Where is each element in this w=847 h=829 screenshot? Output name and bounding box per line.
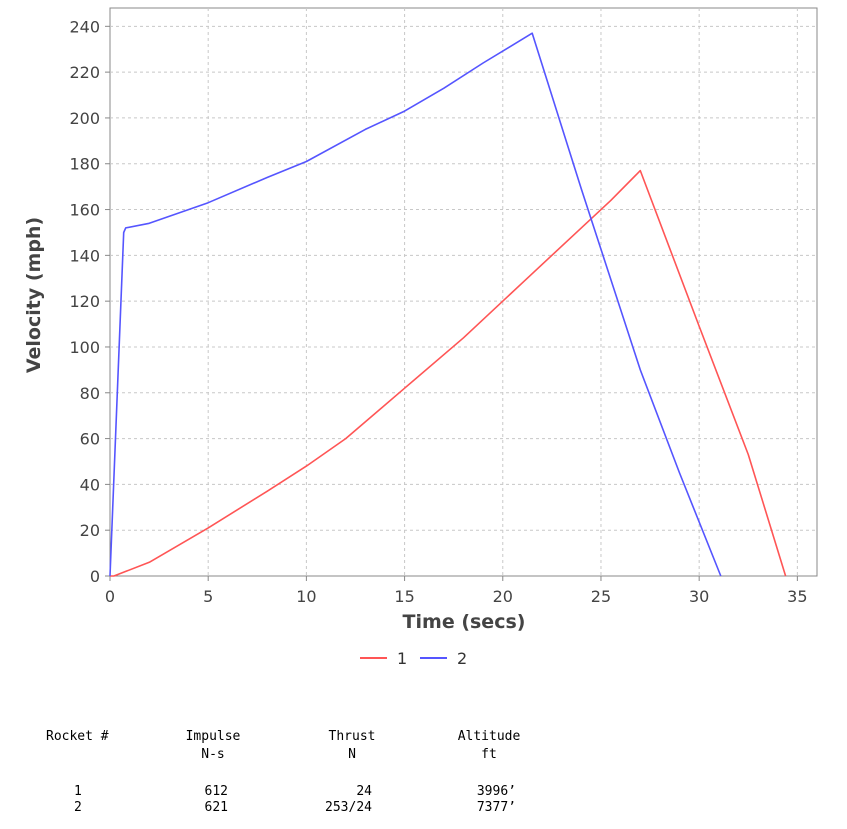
y-tick-label: 240 <box>69 17 100 36</box>
header-impulse: Impulse <box>185 729 241 744</box>
y-tick-label: 60 <box>80 430 100 449</box>
y-tick-label: 200 <box>69 109 100 128</box>
y-tick-label: 220 <box>69 63 100 82</box>
legend-label-1: 1 <box>397 649 407 668</box>
row-1-rocket: 1 <box>74 784 82 799</box>
y-axis-title: Velocity (mph) <box>23 217 45 373</box>
y-tick-label: 180 <box>69 155 100 174</box>
axes: 0 5 10 15 20 25 30 35 0 20 40 60 80 100 120 140 160 180 20… <box>69 17 807 606</box>
y-tick-label: 100 <box>69 338 100 357</box>
header-thrust: Thrust <box>328 729 376 744</box>
legend-label-2: 2 <box>457 649 467 668</box>
x-tick-label: 10 <box>296 587 316 606</box>
y-tick-label: 20 <box>80 521 100 540</box>
header-thrust-unit: N <box>348 747 356 762</box>
y-tick-label: 0 <box>90 567 100 586</box>
velocity-chart: 0 5 10 15 20 25 30 35 0 20 40 60 80 100 120 140 160 180 20… <box>23 7 818 668</box>
row-1-impulse: 612 <box>204 784 228 799</box>
y-tick-label: 40 <box>80 475 100 494</box>
x-tick-label: 35 <box>787 587 807 606</box>
x-tick-label: 30 <box>689 587 709 606</box>
row-1-thrust: 24 <box>356 784 372 799</box>
y-tick-label: 140 <box>69 246 100 265</box>
y-tick-label: 120 <box>69 292 100 311</box>
plot-background <box>109 7 818 577</box>
x-tick-label: 20 <box>493 587 513 606</box>
x-tick-label: 15 <box>394 587 414 606</box>
rocket-stats-table: Rocket # Impulse N-s Thrust N Altitude f… <box>0 727 847 822</box>
series-2-line <box>109 32 722 577</box>
y-tick-label: 160 <box>69 201 100 220</box>
x-axis-title: Time (secs) <box>403 611 526 633</box>
series-lines <box>109 32 787 577</box>
grid-lines <box>110 8 817 576</box>
y-tick-label: 80 <box>80 384 100 403</box>
series-1-line <box>110 169 787 577</box>
header-altitude: Altitude <box>457 729 521 744</box>
x-tick-label: 5 <box>203 587 213 606</box>
row-2-impulse: 621 <box>204 800 228 815</box>
row-2-rocket: 2 <box>74 800 82 815</box>
row-2-altitude: 7377’ <box>476 800 516 815</box>
header-impulse-unit: N-s <box>201 747 225 762</box>
row-1-altitude: 3996’ <box>476 784 516 799</box>
header-rocket: Rocket # <box>46 729 109 744</box>
row-2-thrust: 253/24 <box>325 800 372 815</box>
header-altitude-unit: ft <box>481 747 497 762</box>
x-tick-label: 25 <box>591 587 611 606</box>
x-tick-label: 0 <box>105 587 115 606</box>
